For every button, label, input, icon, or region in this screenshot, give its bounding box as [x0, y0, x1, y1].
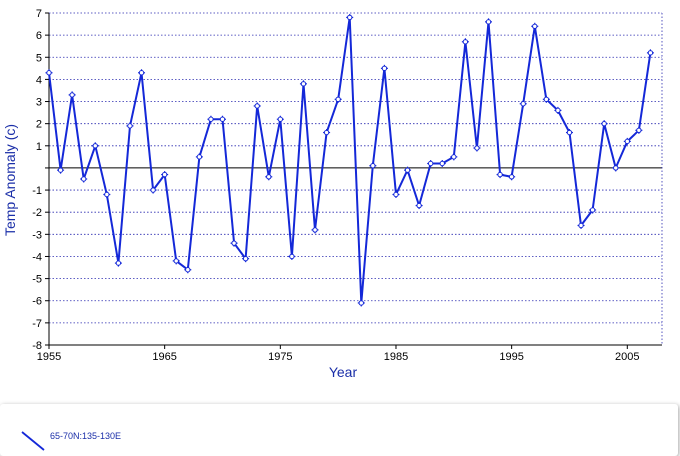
data-point: [80, 175, 88, 183]
legend: 65-70N:135-130E: [0, 404, 678, 456]
legend-line-swatch: [21, 431, 45, 451]
data-point: [288, 252, 296, 260]
data-point: [415, 202, 423, 210]
data-point: [265, 173, 273, 181]
y-tick-label: -7: [32, 318, 42, 330]
data-point: [635, 126, 643, 134]
data-point: [334, 95, 342, 103]
plot-frame: [48, 12, 663, 346]
data-point: [600, 120, 608, 128]
data-point: [554, 106, 562, 114]
data-point: [149, 186, 157, 194]
data-point: [253, 102, 261, 110]
legend-entry: 65-70N:135-130E: [20, 430, 121, 452]
data-point: [427, 160, 435, 168]
y-tick-label: -3: [32, 229, 42, 241]
x-tick-label: 1965: [152, 351, 176, 363]
data-point: [138, 69, 146, 77]
data-point: [276, 115, 284, 123]
y-tick-labels: -8 -7 -6 -5 -4 -3 -2 -1 1 2 3 4 5 6 7: [32, 8, 49, 352]
data-point: [172, 257, 180, 265]
y-tick-label: -1: [32, 185, 42, 197]
data-point: [496, 171, 504, 179]
data-point: [311, 226, 319, 234]
series-layer: [45, 13, 654, 307]
data-point: [450, 153, 458, 161]
data-point: [404, 166, 412, 174]
y-tick-label: -6: [32, 296, 42, 308]
line-chart: -8 -7 -6 -5 -4 -3 -2 -1 1 2 3 4 5 6 7 1955 1965 1975 1985…: [0, 0, 680, 400]
x-tick-label: 1985: [384, 351, 408, 363]
data-point: [485, 18, 493, 26]
data-point: [57, 166, 65, 174]
data-point: [195, 153, 203, 161]
data-point: [531, 22, 539, 30]
data-point: [380, 64, 388, 72]
data-point: [623, 137, 631, 145]
data-point: [542, 95, 550, 103]
x-tick-label: 2005: [615, 351, 639, 363]
y-tick-label: -8: [32, 340, 42, 352]
y-tick-label: 7: [36, 8, 42, 20]
data-point: [230, 239, 238, 247]
legend-label: 65-70N:135-130E: [50, 431, 122, 441]
x-tick-label: 1975: [268, 351, 292, 363]
data-point: [103, 190, 111, 198]
y-tick-label: 6: [36, 30, 42, 42]
data-point: [565, 129, 573, 137]
x-tick-label: 1955: [37, 351, 61, 363]
data-point: [473, 144, 481, 152]
data-point: [184, 266, 192, 274]
data-point: [114, 259, 122, 267]
data-point: [461, 38, 469, 46]
data-point: [438, 160, 446, 168]
y-tick-label: 5: [36, 52, 42, 64]
data-point: [68, 91, 76, 99]
data-point: [392, 190, 400, 198]
y-tick-label: -2: [32, 207, 42, 219]
y-tick-label: 3: [36, 97, 42, 109]
data-point: [369, 162, 377, 170]
y-tick-label: 4: [36, 74, 42, 86]
data-point: [299, 80, 307, 88]
data-point: [589, 206, 597, 214]
y-tick-label: -4: [32, 251, 42, 263]
data-point: [323, 129, 331, 137]
y-tick-label: -5: [32, 274, 42, 286]
y-axis-title: Temp Anomaly (c): [2, 124, 18, 236]
data-point: [45, 69, 53, 77]
data-point: [646, 49, 654, 57]
data-point: [346, 13, 354, 21]
data-point: [91, 142, 99, 150]
data-point: [218, 115, 226, 123]
data-point: [612, 164, 620, 172]
data-point: [207, 115, 215, 123]
data-point: [519, 100, 527, 108]
plot-background: [0, 0, 680, 400]
data-point: [508, 173, 516, 181]
x-tick-labels: 1955 1965 1975 1985 1995 2005: [37, 345, 640, 363]
x-tick-label: 1995: [499, 351, 523, 363]
y-tick-label: 1: [36, 141, 42, 153]
x-axis-title: Year: [329, 364, 358, 380]
data-point: [242, 255, 250, 263]
y-tick-label: 2: [36, 119, 42, 131]
data-point: [161, 171, 169, 179]
data-point: [357, 299, 365, 307]
data-point: [577, 221, 585, 229]
data-point: [126, 122, 134, 130]
